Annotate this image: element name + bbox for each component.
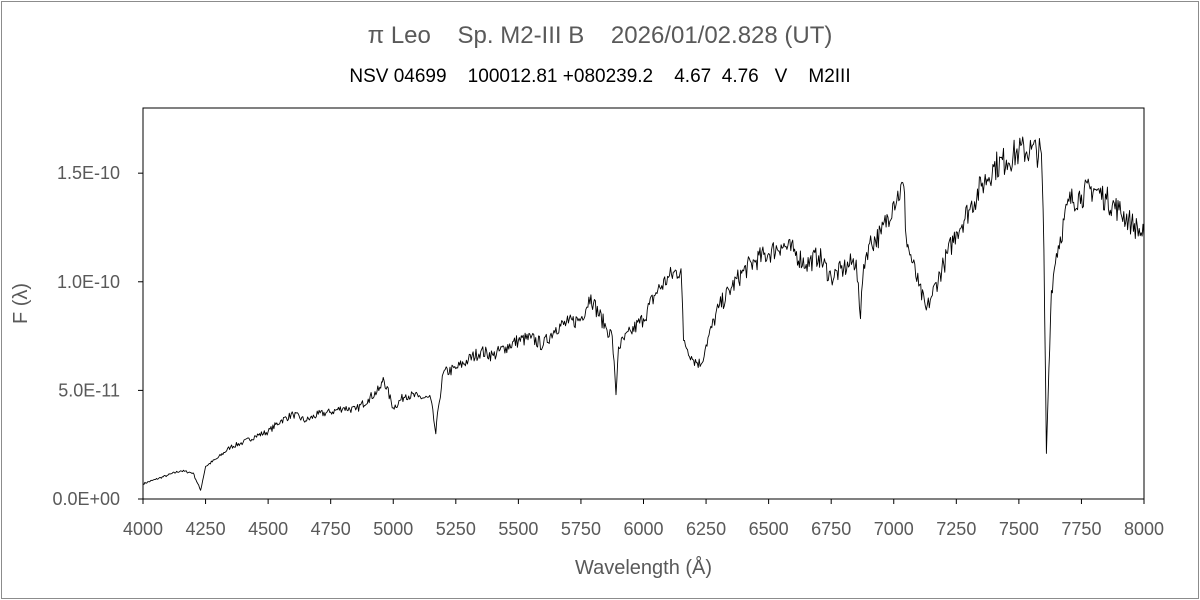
y-tick-label: 5.0E-11	[58, 380, 120, 400]
y-tick-label: 1.5E-10	[57, 163, 120, 183]
x-tick-label: 4750	[311, 519, 351, 539]
x-axis-title: Wavelength (Å)	[575, 556, 712, 579]
x-tick-label: 7500	[999, 519, 1039, 539]
x-tick-label: 6000	[623, 519, 663, 539]
y-axis-title: F (λ)	[10, 283, 32, 324]
x-axis-ticks: 4000 4250 4500 4750 5000 5250 5500 5750 6000 6250…	[123, 499, 1164, 539]
x-tick-label: 5250	[436, 519, 476, 539]
x-tick-label: 4500	[248, 519, 288, 539]
x-tick-label: 7250	[936, 519, 976, 539]
x-tick-label: 5750	[561, 519, 601, 539]
spectrum-line	[142, 136, 1145, 491]
x-tick-label: 4000	[123, 519, 163, 539]
chart-subtitle: NSV 04699 100012.81 +080239.2 4.67 4.76 …	[349, 66, 851, 87]
x-tick-label: 6250	[686, 519, 726, 539]
x-tick-label: 7000	[874, 519, 914, 539]
x-tick-label: 4250	[186, 519, 226, 539]
x-tick-label: 5000	[373, 519, 413, 539]
x-tick-label: 5500	[498, 519, 538, 539]
y-axis-ticks: 0.0E+00 5.0E-11 1.0E-10 1.5E-10	[52, 163, 143, 509]
x-tick-label: 6500	[749, 519, 789, 539]
chart-title: π Leo Sp. M2-III B 2026/01/02.828 (UT)	[367, 22, 833, 49]
x-tick-label: 6750	[811, 519, 851, 539]
y-tick-label: 1.0E-10	[57, 272, 120, 292]
x-tick-label: 7750	[1061, 519, 1101, 539]
y-tick-label: 0.0E+00	[52, 489, 120, 509]
x-tick-label: 8000	[1124, 519, 1164, 539]
